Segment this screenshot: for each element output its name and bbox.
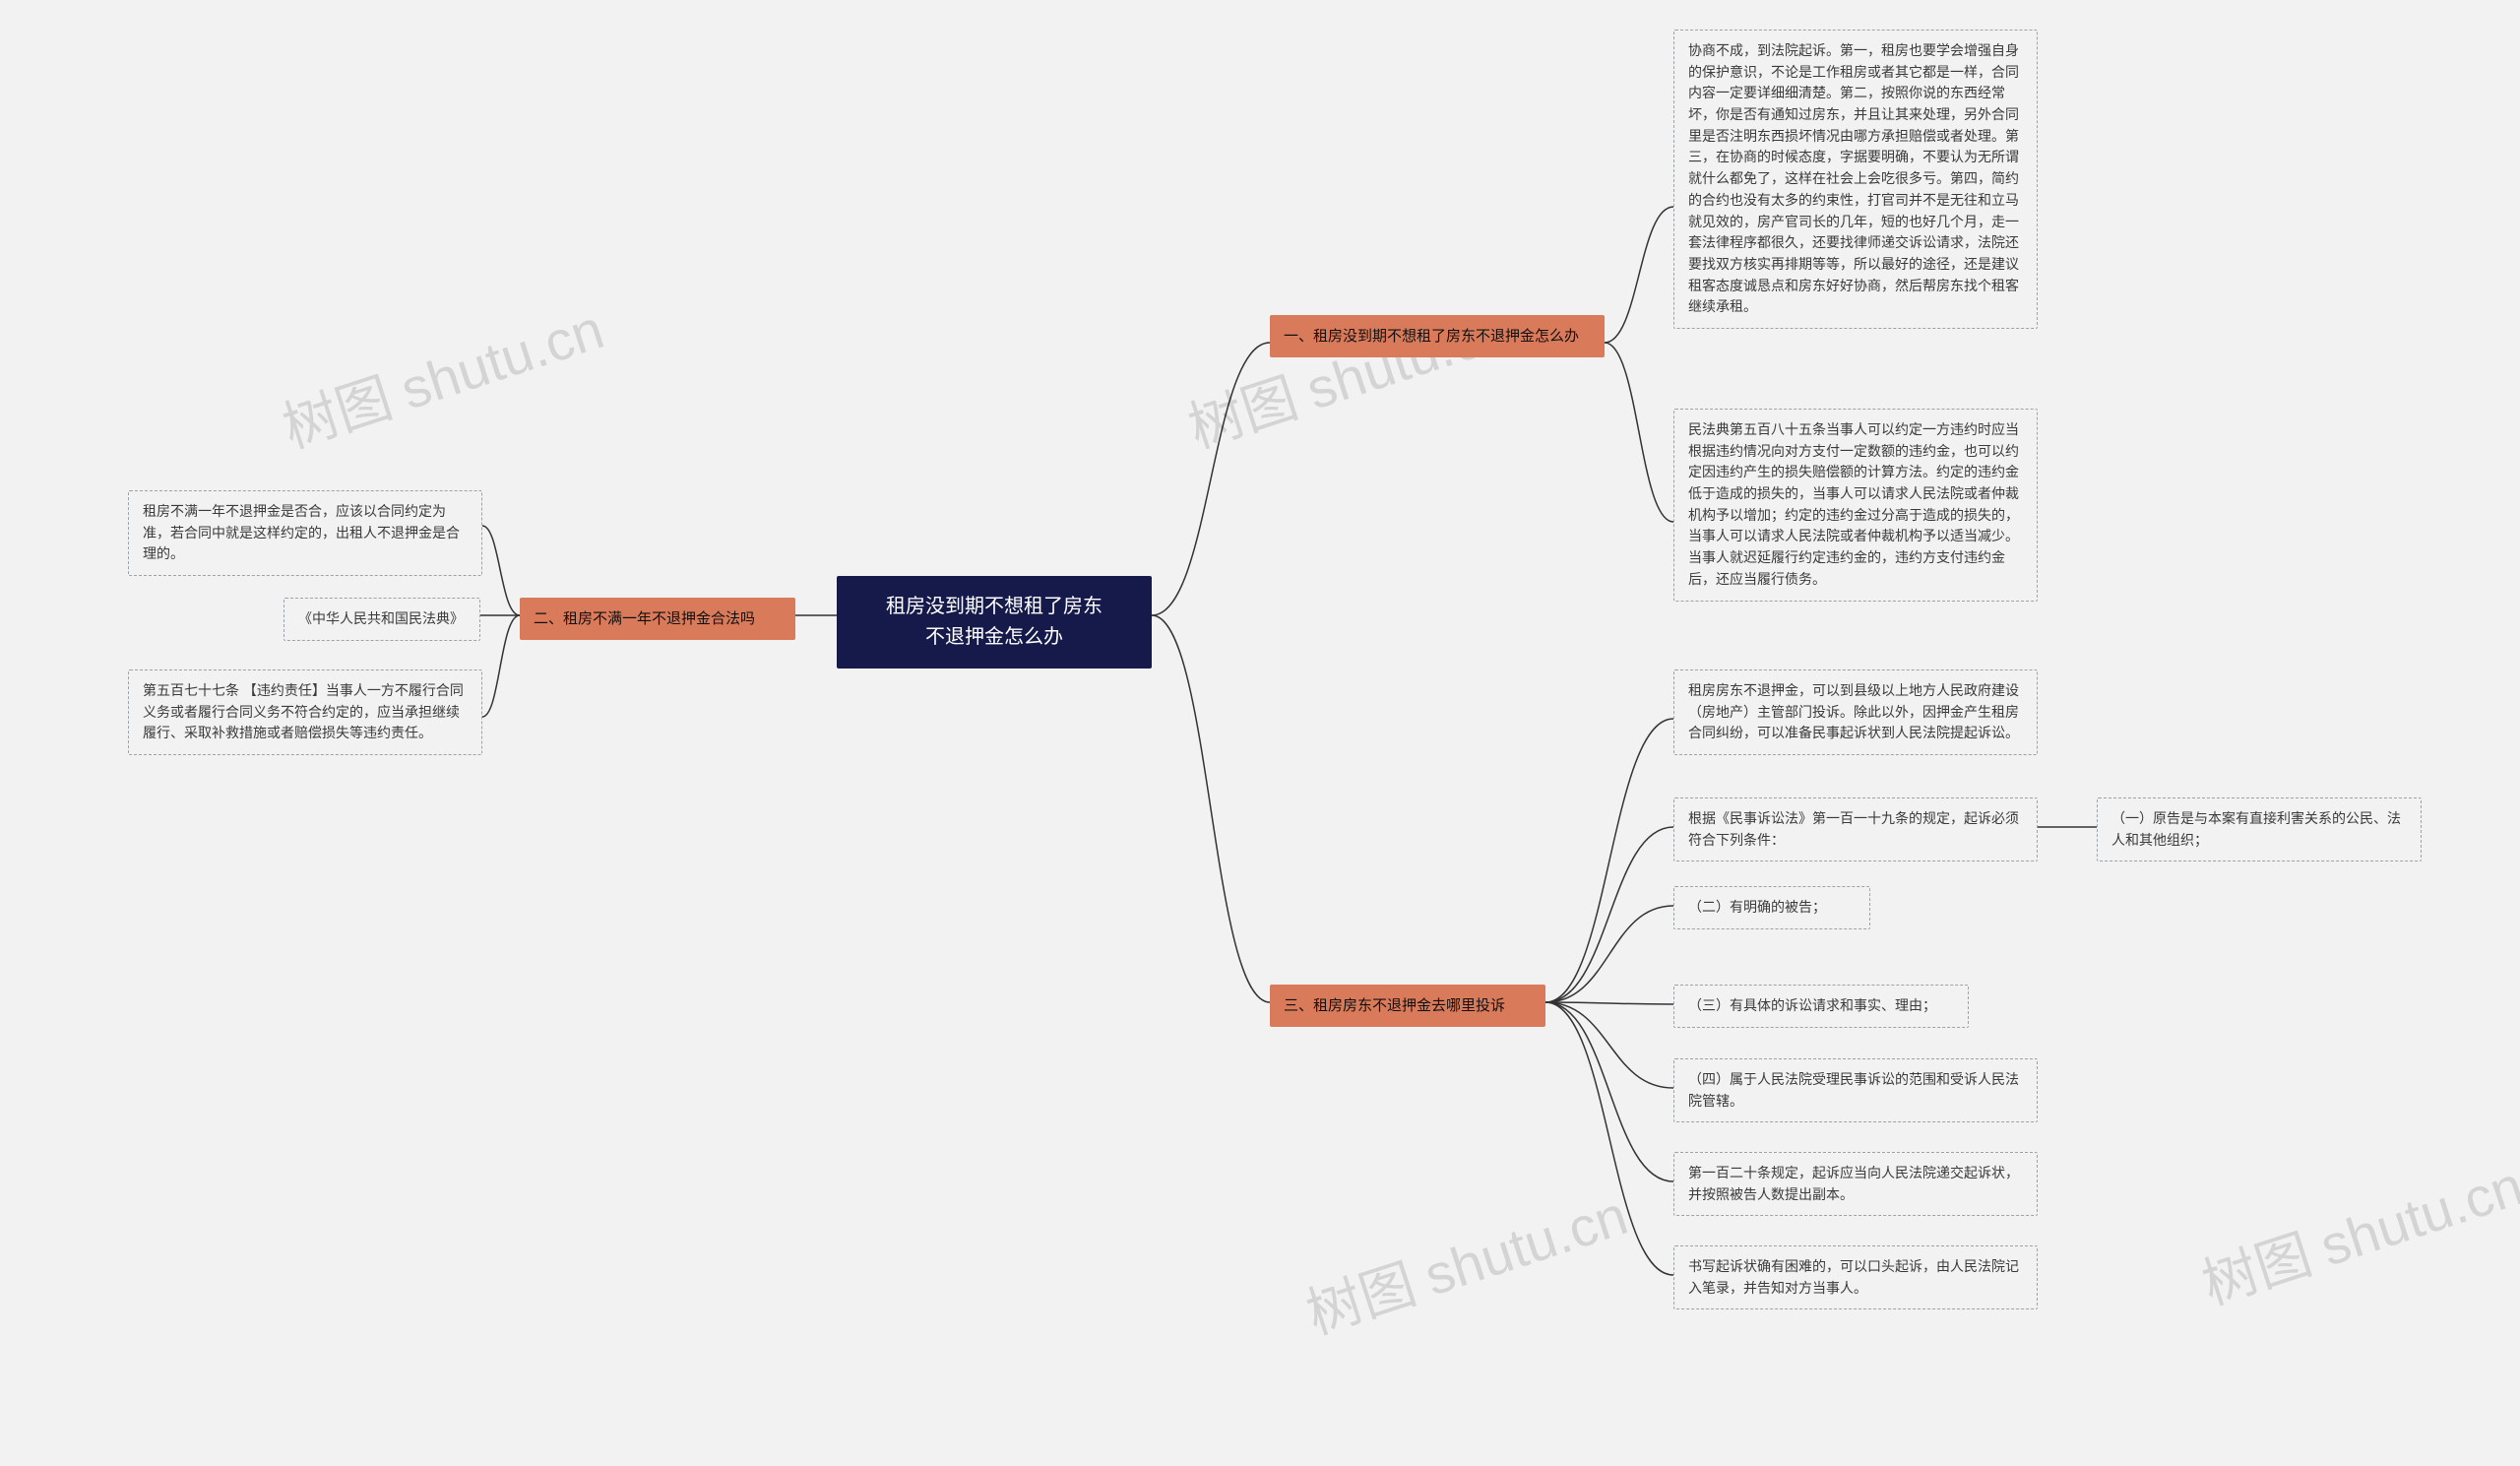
root-line2: 不退押金怎么办 xyxy=(858,622,1130,653)
leaf-node[interactable]: 租房不满一年不退押金是否合，应该以合同约定为准，若合同中就是这样约定的，出租人不… xyxy=(128,490,482,576)
root-node[interactable]: 租房没到期不想租了房东 不退押金怎么办 xyxy=(837,576,1152,669)
leaf-node[interactable]: 协商不成，到法院起诉。第一，租房也要学会增强自身的保护意识，不论是工作租房或者其… xyxy=(1673,30,2038,329)
branch-node-2[interactable]: 二、租房不满一年不退押金合法吗 xyxy=(520,598,795,640)
branch-label: 一、租房没到期不想租了房东不退押金怎么办 xyxy=(1284,328,1579,345)
leaf-node[interactable]: （三）有具体的诉讼请求和事实、理由； xyxy=(1673,985,1969,1028)
watermark-text: shutu.cn xyxy=(394,297,611,420)
leaf-text: 第一百二十条规定，起诉应当向人民法院递交起诉状，并按照被告人数提出副本。 xyxy=(1688,1165,2019,1202)
leaf-text: 租房不满一年不退押金是否合，应该以合同约定为准，若合同中就是这样约定的，出租人不… xyxy=(143,503,460,561)
leaf-text: （三）有具体的诉讼请求和事实、理由； xyxy=(1688,997,1936,1013)
leaf-text: 协商不成，到法院起诉。第一，租房也要学会增强自身的保护意识，不论是工作租房或者其… xyxy=(1688,42,2019,314)
leaf-text: 《中华人民共和国民法典》 xyxy=(298,610,464,626)
branch-label: 三、租房房东不退押金去哪里投诉 xyxy=(1284,997,1505,1014)
leaf-node[interactable]: 租房房东不退押金，可以到县级以上地方人民政府建设（房地产）主管部门投诉。除此以外… xyxy=(1673,669,2038,755)
branch-label: 二、租房不满一年不退押金合法吗 xyxy=(534,610,755,627)
leaf-node[interactable]: 第一百二十条规定，起诉应当向人民法院递交起诉状，并按照被告人数提出副本。 xyxy=(1673,1152,2038,1216)
watermark-prefix: 树图 xyxy=(2195,1220,2332,1316)
branch-node-3[interactable]: 三、租房房东不退押金去哪里投诉 xyxy=(1270,985,1545,1027)
leaf-text: 书写起诉状确有困难的，可以口头起诉，由人民法院记入笔录，并告知对方当事人。 xyxy=(1688,1258,2019,1296)
leaf-text: 根据《民事诉讼法》第一百一十九条的规定，起诉必须符合下列条件： xyxy=(1688,810,2019,848)
leaf-node[interactable]: 《中华人民共和国民法典》 xyxy=(284,598,480,641)
watermark-prefix: 树图 xyxy=(1299,1249,1436,1346)
leaf-text: 第五百七十七条 【违约责任】当事人一方不履行合同义务或者履行合同义务不符合约定的… xyxy=(143,682,464,740)
mindmap-canvas: 树图 shutu.cn 树图 shutu.cn 树图 shutu.cn 树图 s… xyxy=(0,0,2520,1466)
watermark: 树图 shutu.cn xyxy=(272,286,612,464)
branch-node-1[interactable]: 一、租房没到期不想租了房东不退押金怎么办 xyxy=(1270,315,1605,357)
leaf-node[interactable]: （二）有明确的被告； xyxy=(1673,886,1870,929)
leaf-text: （四）属于人民法院受理民事诉讼的范围和受诉人民法院管辖。 xyxy=(1688,1071,2019,1109)
watermark-prefix: 树图 xyxy=(276,363,412,460)
watermark: 树图 shutu.cn xyxy=(1295,1172,1636,1350)
leaf-node[interactable]: 民法典第五百八十五条当事人可以约定一方违约时应当根据违约情况向对方支付一定数额的… xyxy=(1673,409,2038,602)
leaf-text: 租房房东不退押金，可以到县级以上地方人民政府建设（房地产）主管部门投诉。除此以外… xyxy=(1688,682,2019,740)
watermark-text: shutu.cn xyxy=(2313,1154,2520,1277)
leaf-node[interactable]: 第五百七十七条 【违约责任】当事人一方不履行合同义务或者履行合同义务不符合约定的… xyxy=(128,669,482,755)
leaf-node[interactable]: 书写起诉状确有困难的，可以口头起诉，由人民法院记入笔录，并告知对方当事人。 xyxy=(1673,1245,2038,1309)
root-line1: 租房没到期不想租了房东 xyxy=(858,592,1130,622)
leaf-node[interactable]: （四）属于人民法院受理民事诉讼的范围和受诉人民法院管辖。 xyxy=(1673,1058,2038,1122)
watermark: 树图 shutu.cn xyxy=(2191,1142,2520,1320)
watermark: 树图 shutu.cn xyxy=(1177,286,1518,464)
leaf-text: 民法典第五百八十五条当事人可以约定一方违约时应当根据违约情况向对方支付一定数额的… xyxy=(1688,421,2019,587)
leaf-text: （一）原告是与本案有直接利害关系的公民、法人和其他组织； xyxy=(2111,810,2401,848)
leaf-text: （二）有明确的被告； xyxy=(1688,899,1826,915)
watermark-text: shutu.cn xyxy=(1418,1183,1635,1307)
leaf-node[interactable]: 根据《民事诉讼法》第一百一十九条的规定，起诉必须符合下列条件： xyxy=(1673,797,2038,861)
leaf-node[interactable]: （一）原告是与本案有直接利害关系的公民、法人和其他组织； xyxy=(2097,797,2422,861)
watermark-prefix: 树图 xyxy=(1181,363,1318,460)
